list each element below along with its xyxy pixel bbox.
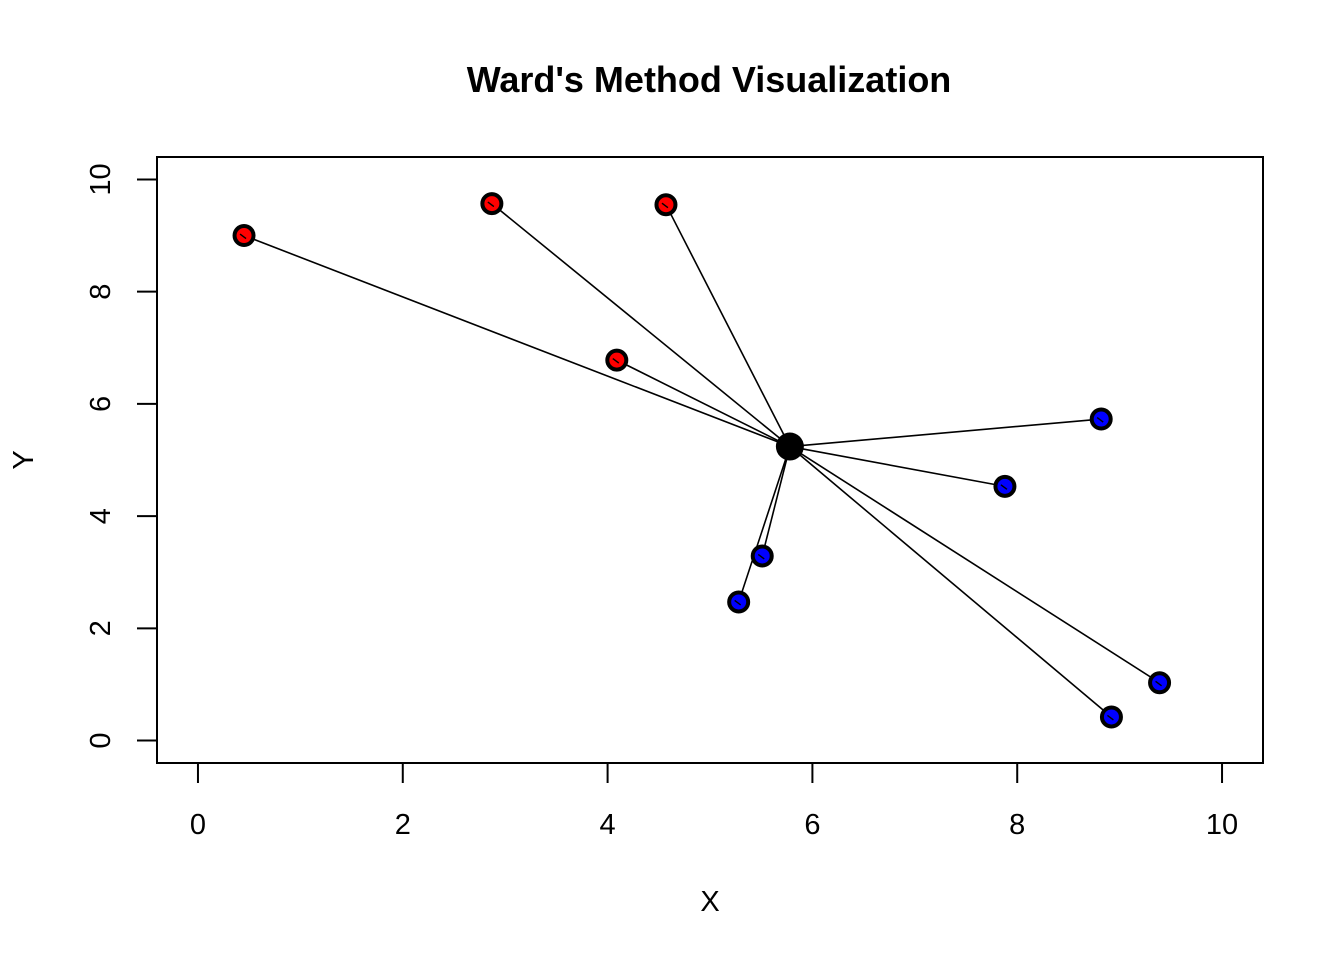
data-point: [1089, 407, 1113, 431]
centroid-connector-line: [789, 418, 1102, 448]
y-tick-label: 4: [85, 508, 117, 524]
data-point: [993, 474, 1017, 498]
centroid-point: [775, 432, 804, 461]
centroid-layer: [775, 432, 804, 461]
centroid-connector-line: [789, 445, 1160, 684]
data-point: [654, 193, 678, 217]
data-point-mark: [1096, 416, 1104, 423]
data-point: [605, 348, 629, 372]
x-tick-label: 8: [1009, 809, 1025, 841]
connector-lines: [243, 202, 1160, 718]
data-point-mark: [1155, 680, 1162, 687]
x-axis-label: X: [700, 886, 719, 918]
chart-title: Ward's Method Visualization: [467, 59, 952, 100]
data-point: [727, 590, 751, 614]
centroid-connector-line: [789, 445, 1006, 488]
data-point-mark: [239, 233, 247, 240]
x-tick-label: 4: [600, 809, 616, 841]
data-point-mark: [1000, 484, 1008, 490]
data-point-mark: [661, 202, 669, 209]
centroid-connector-line: [761, 446, 791, 557]
y-tick-label: 0: [85, 732, 117, 748]
x-tick-label: 0: [190, 809, 206, 841]
y-tick-label: 10: [85, 163, 117, 195]
x-axis: 0 2 4 6 8 10: [190, 762, 1238, 841]
centroid-connector-line: [616, 359, 791, 448]
data-point: [232, 224, 256, 248]
centroid-connector-line: [491, 202, 791, 448]
x-tick-label: 6: [804, 809, 820, 841]
x-tick-label: 10: [1206, 809, 1238, 841]
y-axis: 0 2 4 6 8 10: [85, 163, 158, 749]
data-points: [232, 192, 1172, 729]
data-point: [480, 192, 504, 216]
data-point-mark: [734, 599, 742, 606]
y-tick-label: 6: [85, 396, 117, 412]
y-tick-label: 8: [85, 284, 117, 300]
y-tick-label: 2: [85, 620, 117, 636]
data-point-mark: [757, 553, 765, 560]
data-point: [1148, 671, 1172, 695]
data-point: [1099, 705, 1123, 729]
plot-area-frame: [156, 156, 1264, 764]
centroid-connector-line: [243, 234, 791, 448]
centroid-connector-line: [789, 445, 1112, 718]
data-point-mark: [487, 201, 495, 208]
centroid-connector-line: [665, 204, 791, 447]
y-axis-label: Y: [8, 450, 40, 469]
centroid-connector-line: [737, 446, 791, 603]
data-point-mark: [1107, 714, 1114, 721]
data-point-mark: [612, 358, 620, 364]
data-point: [750, 544, 774, 568]
x-tick-label: 2: [395, 809, 411, 841]
